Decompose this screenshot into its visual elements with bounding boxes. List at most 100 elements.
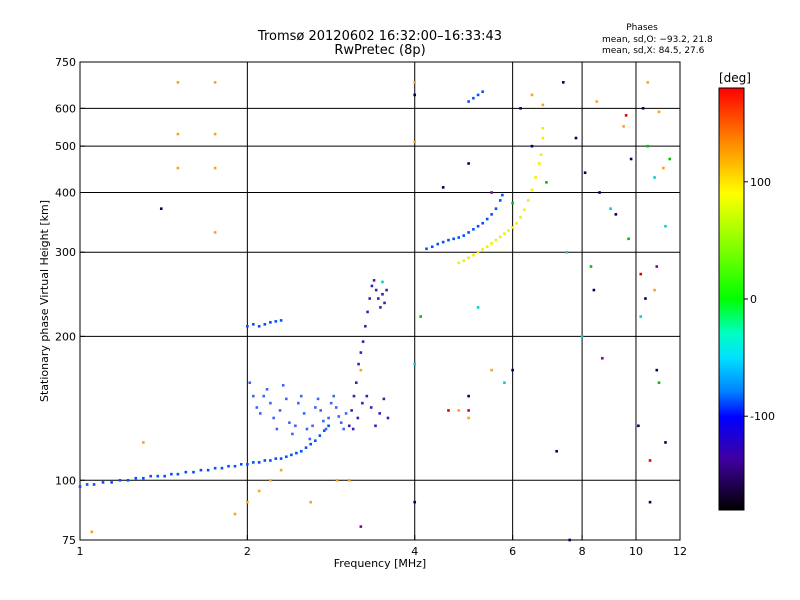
data-point [85, 483, 89, 486]
data-point [583, 171, 587, 175]
data-point [278, 409, 282, 412]
data-point [359, 525, 363, 528]
data-point [351, 427, 355, 431]
data-point [192, 470, 195, 474]
x-tick-label: 8 [579, 545, 586, 558]
data-point [252, 322, 255, 326]
data-point [614, 213, 618, 216]
data-point [379, 306, 382, 309]
data-point [269, 478, 272, 482]
data-point [467, 231, 470, 234]
data-point [159, 207, 163, 210]
data-point [462, 259, 466, 262]
data-point [364, 324, 367, 328]
x-tick-label: 6 [509, 545, 516, 558]
data-point [530, 188, 534, 192]
data-point [511, 368, 514, 372]
x-axis-label: Frequency [MHz] [334, 557, 426, 570]
colorbar-ticks: 100 0 -100 [744, 176, 775, 423]
data-point [441, 186, 445, 189]
data-point [311, 424, 314, 428]
data-point [134, 476, 138, 480]
data-point [316, 397, 320, 401]
data-point [378, 412, 382, 415]
data-point [385, 288, 388, 292]
plot-frame [79, 61, 681, 541]
y-tick-label: 100 [55, 474, 76, 487]
data-point [257, 324, 261, 328]
data-point [299, 394, 303, 398]
data-point [472, 253, 475, 257]
data-point [419, 315, 422, 318]
data-point [332, 394, 336, 398]
data-point [369, 406, 373, 409]
data-point [299, 449, 303, 453]
data-point [263, 322, 267, 326]
data-point [467, 394, 470, 398]
data-point [641, 107, 645, 110]
data-point [281, 384, 285, 387]
data-point [648, 500, 652, 504]
data-point [329, 401, 333, 405]
data-point [176, 132, 180, 136]
data-point [511, 226, 514, 229]
data-point [467, 100, 470, 103]
data-point [595, 100, 599, 103]
data-point [537, 162, 541, 165]
data-point [467, 256, 470, 260]
data-point [430, 245, 434, 249]
data-point [279, 468, 283, 472]
data-point [622, 125, 625, 128]
data-point [252, 461, 255, 464]
data-point [555, 449, 558, 453]
data-point [568, 538, 572, 542]
data-point [118, 478, 122, 482]
colorbar-tick-label: 100 [750, 176, 771, 189]
colorbar-label: [deg] [719, 71, 751, 85]
data-point [356, 416, 360, 420]
data-point [498, 199, 502, 202]
data-point [344, 412, 348, 415]
data-point [220, 466, 224, 470]
data-point [227, 464, 230, 468]
data-point [142, 441, 145, 444]
data-point [476, 224, 480, 228]
chart-subtitle: RwPretec (8p) [334, 43, 425, 58]
data-point [257, 461, 261, 464]
data-point [374, 288, 378, 292]
phases-x-stats: mean, sd,X: 84.5, 27.6 [602, 46, 705, 56]
data-point [262, 394, 266, 398]
data-point [511, 201, 514, 205]
data-point [314, 439, 317, 443]
data-point [490, 368, 493, 372]
data-point [279, 319, 283, 322]
data-point [485, 217, 489, 221]
y-tick-label: 600 [55, 102, 76, 115]
data-point [413, 140, 417, 144]
y-tick-label: 200 [55, 330, 76, 343]
data-point [541, 103, 545, 107]
data-point [481, 221, 484, 225]
data-point [213, 166, 217, 170]
data-point [481, 248, 484, 251]
data-point [354, 381, 358, 385]
x-tick-label: 2 [244, 545, 251, 558]
data-point [662, 166, 665, 170]
data-point [381, 280, 384, 284]
data-point [657, 381, 661, 385]
data-point [184, 470, 188, 474]
data-point [413, 500, 417, 504]
data-point [467, 162, 470, 165]
data-point [503, 381, 506, 385]
data-point [366, 310, 369, 314]
data-point [206, 468, 210, 472]
data-point [541, 126, 545, 130]
data-point [327, 416, 330, 420]
data-point [163, 474, 166, 478]
data-point [545, 181, 548, 184]
data-point [265, 388, 269, 391]
data-point [526, 199, 530, 202]
data-point [381, 292, 384, 296]
data-point [365, 394, 369, 398]
